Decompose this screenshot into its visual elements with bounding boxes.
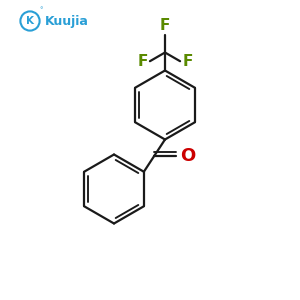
Text: O: O [180, 147, 195, 165]
Text: K: K [26, 16, 34, 26]
Text: F: F [160, 18, 170, 33]
Text: F: F [182, 54, 193, 69]
Text: Kuujia: Kuujia [45, 14, 89, 28]
Text: °: ° [39, 7, 43, 13]
Text: F: F [137, 54, 148, 69]
